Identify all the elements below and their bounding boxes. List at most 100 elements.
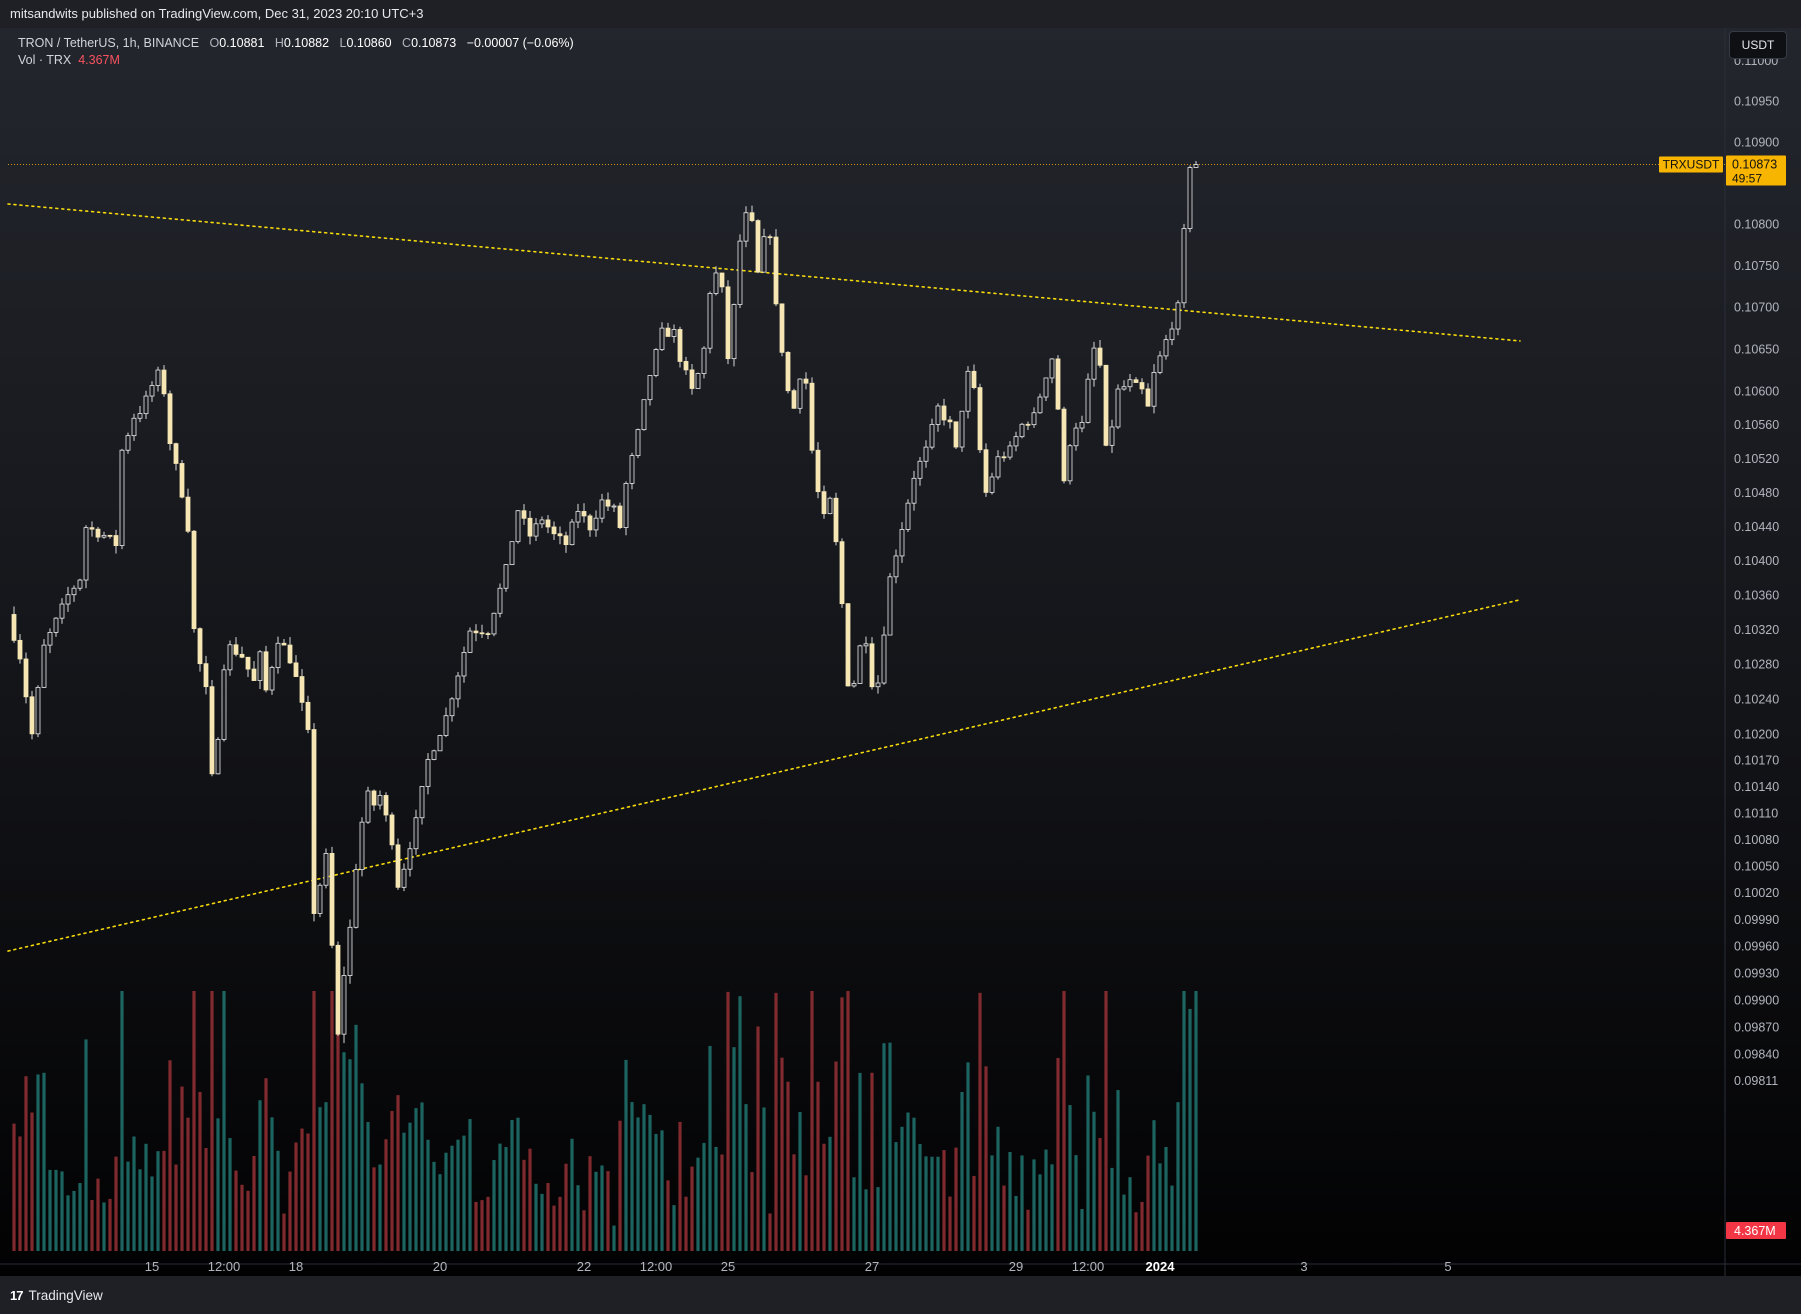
volume-bar bbox=[816, 1081, 820, 1251]
volume-bar bbox=[168, 1060, 172, 1251]
candle bbox=[359, 817, 365, 877]
volume-bar bbox=[390, 1110, 394, 1251]
candle-body bbox=[671, 329, 677, 337]
candle bbox=[455, 672, 461, 708]
volume-bar bbox=[948, 1196, 952, 1251]
volume-bar bbox=[294, 1142, 298, 1251]
candle-body bbox=[11, 614, 17, 641]
volume-bar bbox=[990, 1155, 994, 1251]
volume-label[interactable]: Vol · TRX bbox=[18, 53, 72, 67]
price-tick-label: 0.09930 bbox=[1734, 966, 1779, 980]
candle-body bbox=[989, 476, 995, 493]
candle bbox=[785, 351, 791, 394]
volume-bar bbox=[606, 1171, 610, 1251]
candle-body bbox=[1187, 167, 1193, 229]
time-axis[interactable]: 15 12:00 18 20 22 12:00 25 27 29 12:00 2024 3 5 bbox=[145, 1259, 1452, 1274]
candle-body bbox=[377, 795, 383, 806]
candle-body bbox=[575, 511, 581, 523]
volume-bar bbox=[270, 1117, 274, 1251]
volume-bar bbox=[798, 1111, 802, 1251]
candle-body bbox=[137, 413, 143, 419]
candle-body bbox=[689, 369, 695, 389]
candle bbox=[611, 503, 617, 513]
candle-body bbox=[557, 533, 563, 537]
volume-bar bbox=[1014, 1195, 1018, 1251]
volume-bar bbox=[642, 1104, 646, 1251]
symbol-title[interactable]: TRON / TetherUS, 1h, BINANCE bbox=[18, 36, 200, 50]
candle-series[interactable] bbox=[11, 161, 1199, 1044]
volume-bar bbox=[444, 1152, 448, 1251]
candle bbox=[1079, 415, 1085, 433]
candlestick-chart[interactable]: 0.110000.109500.109000.108000.107500.107… bbox=[0, 28, 1801, 1276]
candle-body bbox=[1085, 378, 1091, 423]
symbol-price-badge: TRXUSDT bbox=[1659, 156, 1723, 173]
candle-body bbox=[119, 449, 125, 547]
candle-body bbox=[905, 502, 911, 530]
candle-body bbox=[1133, 379, 1139, 383]
volume-bar bbox=[210, 991, 214, 1251]
candle bbox=[827, 496, 833, 515]
volume-bar bbox=[114, 1156, 118, 1251]
candle bbox=[1091, 341, 1097, 387]
candle-body bbox=[611, 505, 617, 508]
volume-bar bbox=[246, 1190, 250, 1251]
candle bbox=[473, 624, 479, 642]
candle-body bbox=[1025, 423, 1031, 426]
candle bbox=[137, 405, 143, 423]
time-tick-label: 12:00 bbox=[1072, 1259, 1105, 1274]
last-price-badge-bg bbox=[1726, 155, 1786, 186]
candle-body bbox=[725, 286, 731, 360]
volume-bar bbox=[396, 1095, 400, 1251]
candle-body bbox=[1157, 355, 1163, 373]
volume-bar bbox=[1194, 991, 1198, 1251]
candle-body bbox=[437, 735, 443, 752]
candle-body bbox=[29, 696, 35, 735]
candle bbox=[803, 372, 809, 390]
candle-body bbox=[365, 790, 371, 823]
candle-body bbox=[533, 523, 539, 537]
volume-bar bbox=[276, 1150, 280, 1251]
candle bbox=[59, 598, 65, 624]
candle-body bbox=[257, 651, 263, 681]
open-label: O bbox=[209, 36, 220, 50]
price-tick-label: 0.09811 bbox=[1734, 1074, 1778, 1088]
volume-bar bbox=[1164, 1147, 1168, 1251]
chart-frame[interactable]: 0.11000 0.10950 0.10900 0.10800 0.10750 0.107… bbox=[0, 28, 1801, 1276]
volume-bar bbox=[1110, 1167, 1114, 1251]
candle bbox=[1133, 377, 1139, 383]
candle bbox=[23, 652, 29, 704]
candle-body bbox=[515, 510, 521, 543]
candle-body bbox=[413, 817, 419, 850]
price-axis[interactable]: 0.110000.109500.109000.108000.107500.107… bbox=[1734, 54, 1779, 1088]
volume-bar bbox=[432, 1161, 436, 1251]
candle-body bbox=[101, 534, 107, 538]
trendline-lower[interactable] bbox=[7, 599, 1521, 952]
price-tick-label: 0.10170 bbox=[1734, 754, 1779, 768]
candle bbox=[401, 863, 407, 892]
brand[interactable]: 17 TradingView bbox=[10, 1288, 103, 1303]
candle-body bbox=[713, 272, 719, 294]
candle-body bbox=[263, 651, 269, 691]
candle-body bbox=[797, 378, 803, 409]
volume-bar bbox=[822, 1143, 826, 1251]
candle bbox=[743, 206, 749, 248]
candle bbox=[377, 790, 383, 810]
candle bbox=[905, 499, 911, 533]
volume-bar bbox=[228, 1138, 232, 1251]
candle bbox=[629, 452, 635, 490]
candle-body bbox=[281, 642, 287, 646]
candle bbox=[287, 637, 293, 665]
candle-body bbox=[707, 292, 713, 349]
candle bbox=[191, 530, 197, 633]
last-price-value: 0.10873 bbox=[1732, 158, 1777, 172]
price-tick-label: 0.09840 bbox=[1734, 1048, 1779, 1062]
candle-body bbox=[587, 515, 593, 531]
candle bbox=[485, 631, 491, 640]
candle-body bbox=[233, 644, 239, 655]
volume-bar bbox=[438, 1174, 442, 1251]
volume-bar bbox=[138, 1169, 142, 1251]
candle bbox=[503, 563, 509, 592]
candle-body bbox=[1127, 379, 1133, 388]
trendline-upper[interactable] bbox=[7, 203, 1521, 342]
currency-button[interactable]: USDT bbox=[1729, 31, 1787, 59]
